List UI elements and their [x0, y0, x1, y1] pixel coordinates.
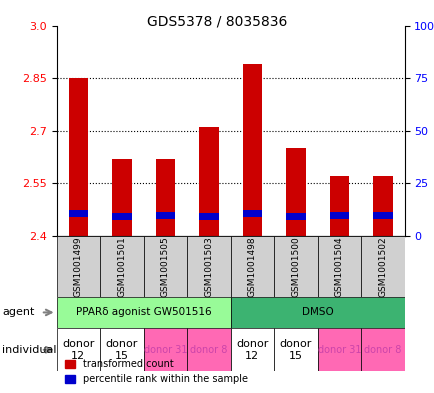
Text: GSM1001504: GSM1001504	[334, 236, 343, 297]
Bar	[69, 209, 88, 217]
Bar	[329, 176, 349, 236]
FancyBboxPatch shape	[187, 328, 230, 371]
FancyBboxPatch shape	[143, 328, 187, 371]
Text: donor
15: donor 15	[279, 339, 311, 360]
Bar	[286, 148, 305, 236]
FancyBboxPatch shape	[143, 236, 187, 297]
Text: donor 8: donor 8	[363, 345, 401, 355]
Text: GSM1001498: GSM1001498	[247, 236, 256, 297]
FancyBboxPatch shape	[273, 236, 317, 297]
FancyBboxPatch shape	[56, 236, 100, 297]
Bar	[112, 213, 131, 220]
FancyBboxPatch shape	[187, 236, 230, 297]
Bar	[199, 127, 218, 236]
Text: PPARδ agonist GW501516: PPARδ agonist GW501516	[76, 307, 211, 318]
Bar	[372, 212, 392, 219]
FancyBboxPatch shape	[317, 328, 360, 371]
Text: donor
12: donor 12	[236, 339, 268, 360]
FancyBboxPatch shape	[360, 328, 404, 371]
FancyBboxPatch shape	[56, 328, 100, 371]
Bar	[242, 209, 261, 217]
FancyBboxPatch shape	[100, 328, 143, 371]
Bar	[155, 159, 174, 236]
Bar	[69, 78, 88, 236]
FancyBboxPatch shape	[317, 236, 360, 297]
Text: donor 31: donor 31	[317, 345, 360, 355]
Text: GSM1001500: GSM1001500	[291, 236, 299, 297]
Text: GSM1001502: GSM1001502	[378, 236, 386, 297]
Text: agent: agent	[2, 307, 34, 318]
FancyBboxPatch shape	[230, 236, 273, 297]
Legend: transformed count, percentile rank within the sample: transformed count, percentile rank withi…	[61, 356, 251, 388]
Text: GSM1001499: GSM1001499	[74, 236, 82, 297]
Text: GDS5378 / 8035836: GDS5378 / 8035836	[147, 15, 287, 29]
Text: donor 31: donor 31	[143, 345, 187, 355]
Text: individual: individual	[2, 345, 56, 355]
Bar	[112, 159, 131, 236]
Bar	[372, 176, 392, 236]
Text: DMSO: DMSO	[301, 307, 332, 318]
FancyBboxPatch shape	[100, 236, 143, 297]
FancyBboxPatch shape	[360, 236, 404, 297]
Text: donor
12: donor 12	[62, 339, 94, 360]
FancyBboxPatch shape	[230, 328, 273, 371]
Bar	[242, 64, 261, 236]
Bar	[286, 213, 305, 220]
FancyBboxPatch shape	[273, 328, 317, 371]
Text: donor
15: donor 15	[105, 339, 138, 360]
Text: GSM1001503: GSM1001503	[204, 236, 213, 297]
Bar	[329, 212, 349, 219]
FancyBboxPatch shape	[230, 297, 404, 328]
Text: donor 8: donor 8	[190, 345, 227, 355]
FancyBboxPatch shape	[56, 297, 230, 328]
Text: GSM1001505: GSM1001505	[161, 236, 169, 297]
Text: GSM1001501: GSM1001501	[117, 236, 126, 297]
Bar	[199, 213, 218, 220]
Bar	[155, 212, 174, 219]
